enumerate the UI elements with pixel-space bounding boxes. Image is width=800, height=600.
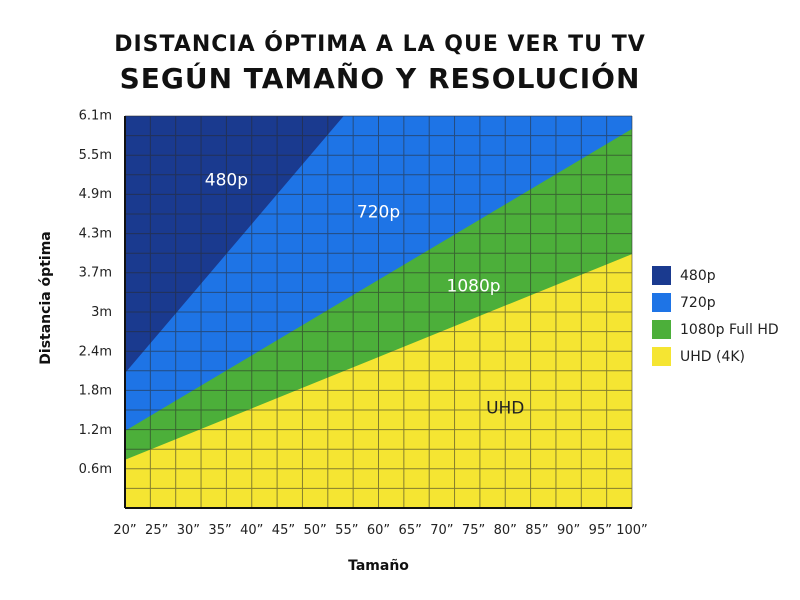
region-label-480p: 480p (205, 170, 248, 190)
x-tick-label: 20” (113, 523, 136, 538)
x-tick-label: 95” (589, 523, 612, 538)
legend-item: 720p (652, 289, 779, 316)
x-tick-label: 55” (335, 523, 358, 538)
x-tick-label: 50” (303, 523, 326, 538)
y-tick-label: 3.7m (79, 266, 112, 281)
y-axis-title: Distancia óptima (38, 231, 54, 364)
x-axis-title: Tamaño (348, 558, 409, 574)
x-tick-label: 30” (177, 523, 200, 538)
y-tick-label: 1.8m (79, 384, 112, 399)
x-tick-label: 100” (616, 523, 648, 538)
x-tick-label: 65” (399, 523, 422, 538)
legend-swatch (652, 320, 671, 339)
legend-label: 480p (680, 267, 716, 284)
y-tick-label: 1.2m (79, 423, 112, 438)
x-tick-label: 25” (145, 523, 168, 538)
x-tick-label: 90” (557, 523, 580, 538)
grid (124, 115, 633, 509)
region-label-uhd: UHD (486, 398, 524, 418)
y-tick-label: 4.9m (79, 187, 112, 202)
x-tick-label: 85” (525, 523, 548, 538)
y-tick-label: 4.3m (79, 226, 112, 241)
x-tick-label: 70” (430, 523, 453, 538)
y-tick-label: 3m (91, 305, 112, 320)
x-tick-label: 35” (208, 523, 231, 538)
region-label-720p: 720p (357, 202, 400, 222)
x-tick-label: 80” (494, 523, 517, 538)
y-tick-label: 0.6m (79, 462, 112, 477)
y-tick-label: 6.1m (79, 109, 112, 124)
legend: 480p 720p 1080p Full HD UHD (4K) (652, 262, 779, 370)
y-tick-label: 5.5m (79, 148, 112, 163)
legend-label: 1080p Full HD (680, 321, 779, 338)
legend-swatch (652, 347, 671, 366)
x-tick-label: 60” (367, 523, 390, 538)
legend-swatch (652, 266, 671, 285)
legend-label: UHD (4K) (680, 348, 746, 365)
region-label-1080p: 1080p (447, 276, 501, 296)
chart-title-line1: DISTANCIA ÓPTIMA A LA QUE VER TU TV (114, 32, 646, 57)
legend-label: 720p (680, 294, 716, 311)
x-tick-label: 75” (462, 523, 485, 538)
legend-swatch (652, 293, 671, 312)
y-tick-label: 2.4m (79, 344, 112, 359)
legend-item: 1080p Full HD (652, 316, 779, 343)
chart-title-line2: SEGÚN TAMAÑO Y RESOLUCIÓN (119, 62, 641, 95)
x-tick-label: 45” (272, 523, 295, 538)
legend-item: UHD (4K) (652, 343, 779, 370)
legend-item: 480p (652, 262, 779, 289)
x-tick-label: 40” (240, 523, 263, 538)
